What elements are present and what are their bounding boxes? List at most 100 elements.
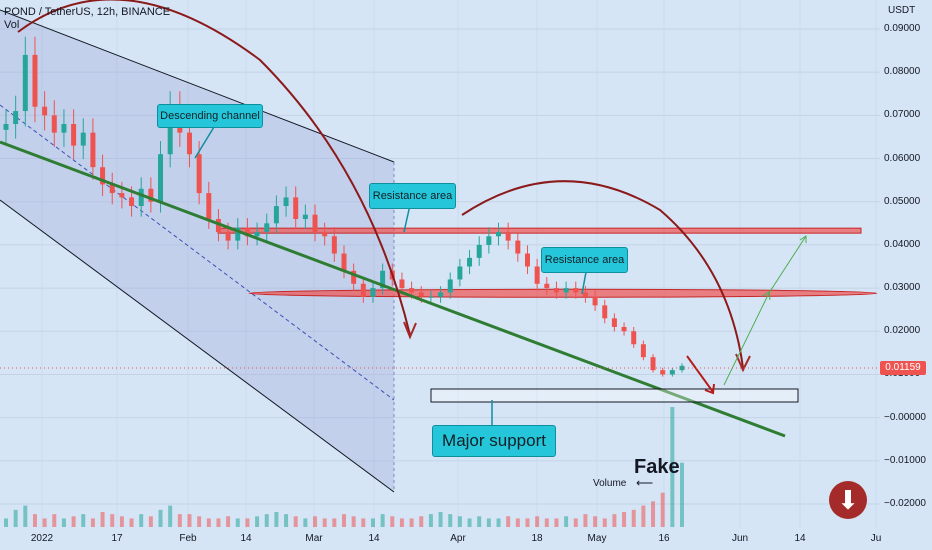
volume-bar	[631, 509, 636, 527]
volume-bar	[554, 518, 559, 527]
volume-bar	[602, 518, 607, 527]
volume-bar	[303, 518, 308, 527]
arc-1	[17, 0, 411, 336]
volume-bar	[322, 518, 327, 527]
candle-body	[138, 188, 144, 207]
volume-bar	[139, 514, 144, 527]
candle-body	[186, 132, 192, 155]
volume-bar	[216, 518, 221, 527]
volume-bar	[564, 516, 569, 527]
candle-body	[360, 283, 366, 297]
arc-1-arrow	[403, 321, 417, 340]
candle-body	[524, 253, 530, 267]
volume-bar	[506, 516, 511, 527]
down-arrow-icon: ⬇	[829, 481, 867, 519]
res1-pointer	[403, 204, 411, 233]
x-tick-label: 16	[658, 533, 670, 544]
volume-bar	[515, 518, 520, 527]
candle-body	[544, 283, 550, 289]
candle-body	[80, 132, 86, 146]
volume-bar	[593, 516, 598, 527]
volume-bar	[61, 518, 66, 527]
volume-bar	[235, 518, 240, 527]
volume-bar	[71, 516, 76, 527]
volume-bar	[457, 516, 462, 527]
callout-resistance-lower: Resistance area	[541, 247, 628, 273]
candle-body	[631, 331, 637, 345]
x-tick-label: 14	[794, 533, 806, 544]
candle-body	[254, 231, 260, 237]
y-tick-label: −0.00000	[884, 411, 926, 423]
candle-body	[196, 154, 202, 194]
candle-body	[235, 227, 241, 241]
volume-bar	[680, 462, 684, 527]
candle-body	[611, 318, 617, 327]
volume-bar	[313, 516, 318, 527]
volume-bar	[245, 518, 250, 527]
candle-body	[331, 236, 337, 254]
fake-label: Fake	[634, 456, 680, 478]
volume-bar	[641, 505, 646, 527]
volume-bar	[177, 514, 182, 527]
candle-body	[515, 240, 521, 254]
channel-pointer	[194, 126, 215, 159]
candle-body	[573, 288, 579, 293]
indicator-label[interactable]: Vol	[4, 19, 20, 31]
candle-body	[438, 292, 444, 297]
volume-bar	[361, 518, 366, 527]
major-support-zone	[430, 388, 799, 403]
volume-bar	[81, 514, 86, 527]
candle-body	[71, 124, 77, 146]
candle-body	[428, 296, 434, 298]
candle-body	[22, 54, 28, 112]
candle-body	[534, 266, 540, 284]
candle-body	[457, 266, 463, 280]
candle-body	[158, 154, 164, 202]
candle-body	[61, 124, 67, 133]
volume-bar	[32, 514, 37, 527]
analysis-drawings	[0, 0, 880, 438]
volume-bar	[622, 512, 627, 527]
candle-body	[640, 344, 646, 358]
candle-body	[660, 370, 666, 375]
volume-bar	[351, 516, 356, 527]
candle-body	[109, 184, 115, 194]
x-tick-label: Jun	[731, 533, 749, 544]
last-price-tag: 0.01159	[880, 361, 926, 375]
volume-bar	[255, 516, 260, 527]
y-tick-label: −0.01000	[884, 454, 926, 466]
volume-bar	[100, 512, 105, 527]
volume-bar	[573, 518, 578, 527]
candle-body	[621, 326, 627, 332]
x-tick-label: Apr	[450, 533, 466, 544]
candle-body	[129, 197, 135, 207]
candle-body	[505, 231, 511, 241]
volume-bar	[206, 518, 211, 527]
volume-bar	[467, 518, 472, 527]
volume-bar	[129, 518, 134, 527]
candle-body	[32, 54, 38, 107]
volume-bar	[660, 492, 665, 527]
resistance-zone-lower	[248, 288, 878, 298]
x-tick-label: 2022	[30, 533, 54, 544]
candle-body	[409, 288, 415, 293]
candle-body	[13, 111, 19, 124]
volume-bar	[148, 516, 153, 527]
volume-bar	[119, 516, 124, 527]
volume-bar	[486, 518, 491, 527]
volume-bar	[284, 514, 289, 527]
volume-bar	[342, 514, 346, 527]
grid-lines	[0, 0, 880, 528]
x-tick-label: 18	[531, 533, 543, 544]
volume-bar	[13, 509, 18, 527]
candle-body	[650, 357, 656, 371]
candle-body	[669, 370, 675, 375]
volume-bar	[419, 516, 424, 527]
candle-body	[563, 288, 569, 293]
volume-bar	[90, 518, 95, 527]
symbol-header[interactable]: POND / TetherUS, 12h, BINANCE	[4, 6, 171, 18]
projection-path	[723, 235, 807, 386]
volume-bar	[23, 505, 28, 527]
x-tick-label: May	[587, 533, 607, 544]
